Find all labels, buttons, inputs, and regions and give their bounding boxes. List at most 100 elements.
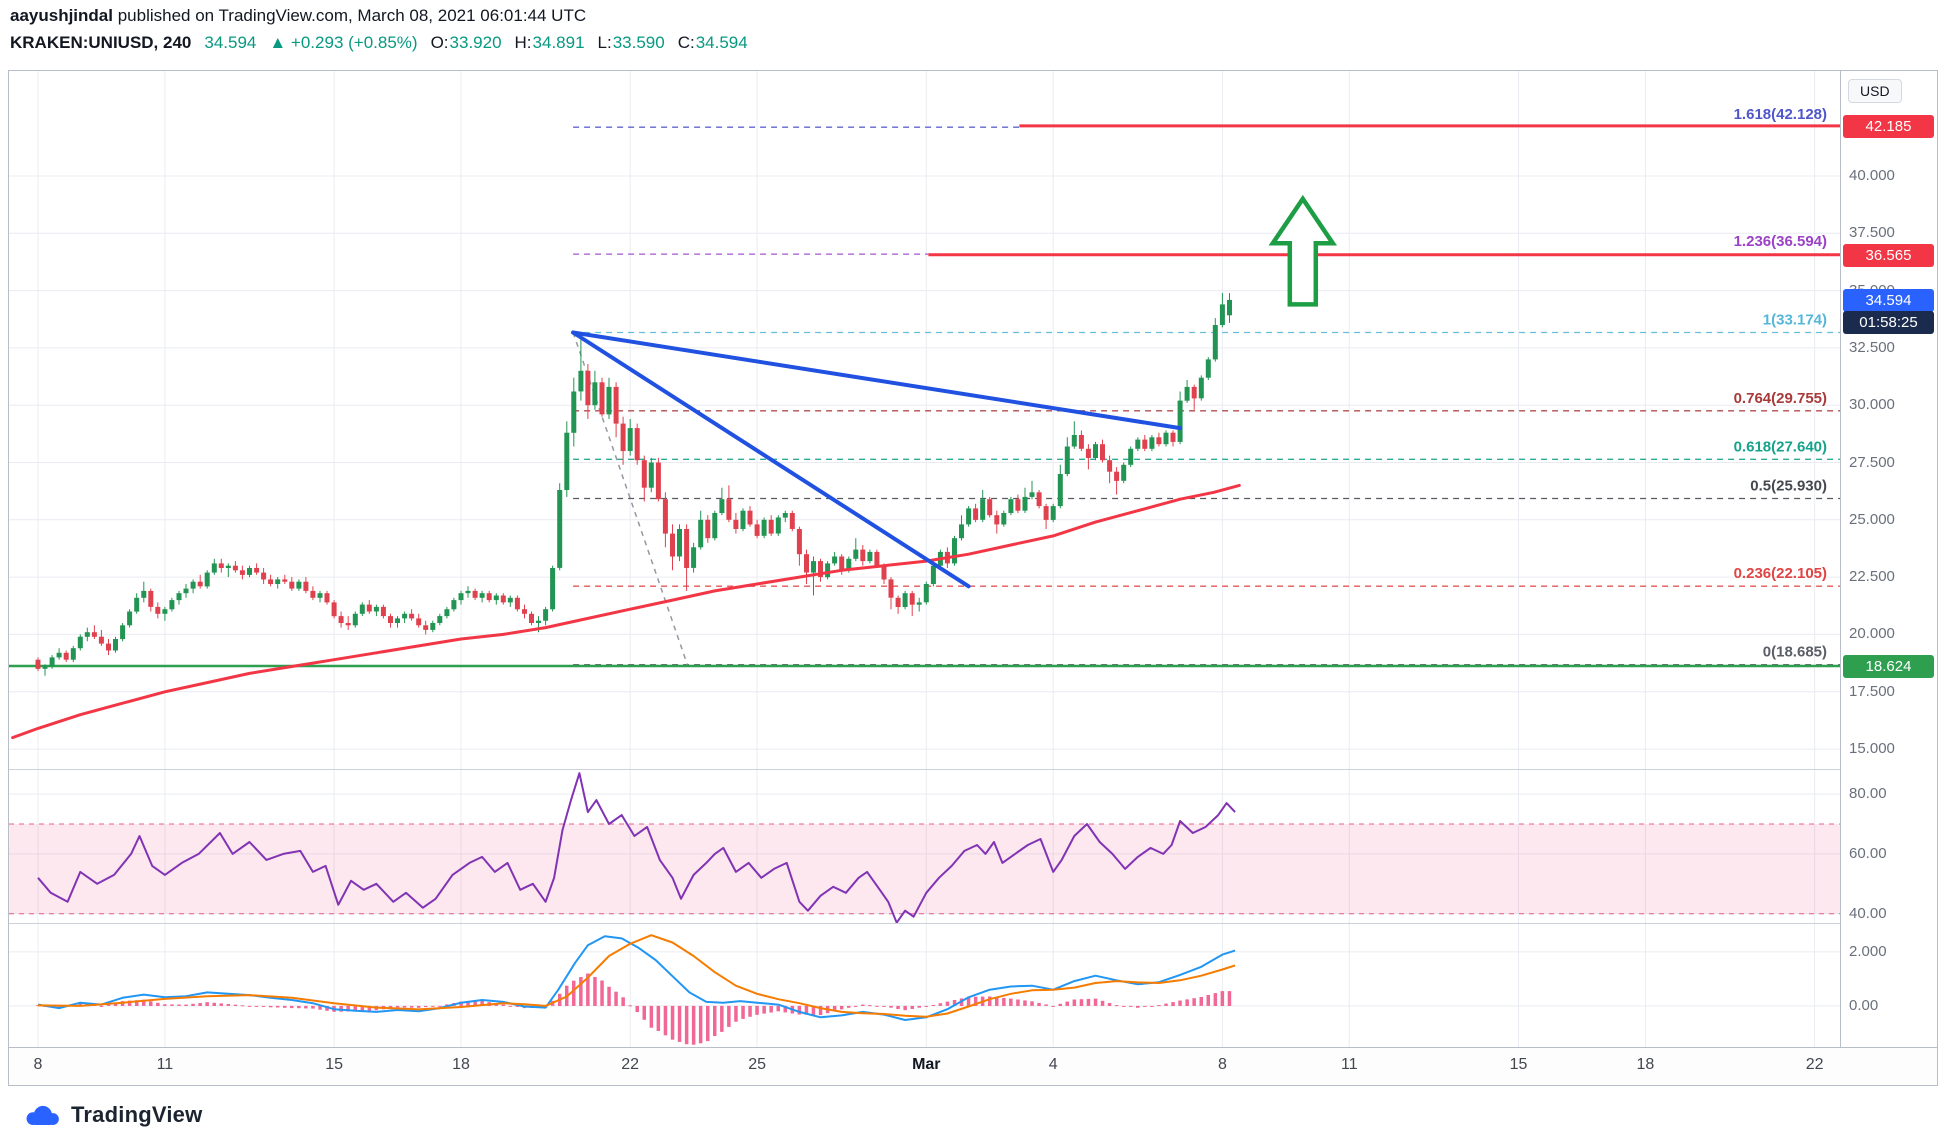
macd-histogram-bar xyxy=(988,996,992,1006)
candle-body xyxy=(1219,304,1225,325)
time-tick-label: 18 xyxy=(452,1056,470,1073)
candle-body xyxy=(106,643,111,651)
rsi-pane[interactable] xyxy=(9,769,1840,923)
macd-histogram-bar xyxy=(889,1005,893,1008)
rsi-line xyxy=(37,772,1236,923)
candle-body xyxy=(860,549,866,562)
macd-pane[interactable] xyxy=(9,923,1840,1047)
candle-body xyxy=(839,556,845,571)
macd-histogram-bar xyxy=(720,1005,724,1032)
macd-histogram-bar xyxy=(839,1005,844,1010)
candle-body xyxy=(1050,506,1056,520)
candle-body xyxy=(162,609,168,614)
candle-body xyxy=(1043,506,1049,520)
candle-body xyxy=(1114,471,1120,481)
candle-body xyxy=(359,604,365,614)
candle-body xyxy=(113,639,118,651)
chart-area[interactable]: 1.618(42.128) 1.236(36.594) 1(33.174) 0.764… xyxy=(8,70,1938,1086)
tradingview-logo[interactable]: TradingView xyxy=(22,1102,202,1128)
candle-body xyxy=(627,428,633,451)
time-tick-label: 8 xyxy=(1217,1056,1227,1073)
fib-level-label: 0.236(22.105) xyxy=(1734,565,1827,582)
macd-histogram-bar xyxy=(973,996,978,1006)
pane-separator[interactable] xyxy=(9,923,1937,924)
time-tick-label: 15 xyxy=(1509,1056,1528,1073)
macd-histogram-bar xyxy=(1093,998,1098,1006)
currency-badge[interactable]: USD xyxy=(1848,79,1902,103)
candle-body xyxy=(1078,435,1084,449)
macd-histogram-bar xyxy=(142,999,146,1006)
macd-histogram-bar xyxy=(811,1005,816,1015)
rsi-tick-label: 40.00 xyxy=(1849,904,1887,922)
candle-body xyxy=(536,620,541,623)
macd-histogram-bar xyxy=(78,1002,82,1006)
macd-histogram-bar xyxy=(1192,998,1196,1006)
candle-body xyxy=(550,568,556,610)
candle-body xyxy=(543,609,549,621)
fib-level-label: 0.764(29.755) xyxy=(1734,390,1827,407)
macd-histogram-bar xyxy=(466,1001,470,1006)
candle-body xyxy=(500,595,506,603)
main-price-pane[interactable]: 1.618(42.128) 1.236(36.594) 1(33.174) 0.764… xyxy=(9,71,1840,769)
candle-body xyxy=(811,561,816,573)
candle-body xyxy=(289,581,295,589)
price-tick-label: 22.500 xyxy=(1849,568,1895,586)
candle-body xyxy=(1198,377,1204,399)
time-scale[interactable]: 8 11 15 18 22 25 Mar 4 8 11 15 18 22 xyxy=(9,1047,1937,1085)
price-tick-label: 30.000 xyxy=(1849,396,1895,414)
time-tick-label: 11 xyxy=(156,1056,174,1073)
time-tick-label: 15 xyxy=(325,1056,343,1073)
low-value: 33.590 xyxy=(612,33,665,52)
candle-body xyxy=(585,370,591,406)
ohlc-close: C:34.594 xyxy=(678,33,748,53)
fib-level-label: 1(33.174) xyxy=(1763,312,1827,329)
macd-histogram-bar xyxy=(205,1002,209,1006)
candle-body xyxy=(479,593,485,598)
macd-histogram-bar xyxy=(579,977,583,1006)
candle-body xyxy=(613,386,619,424)
candle-body xyxy=(296,581,302,589)
price-tick-label: 15.000 xyxy=(1849,740,1895,758)
candle-body xyxy=(1036,492,1042,507)
countdown-label: 01:58:25 xyxy=(1843,310,1934,334)
candle-body xyxy=(522,609,527,614)
candle-body xyxy=(973,508,979,520)
candle-body xyxy=(818,561,823,578)
macd-histogram-bar xyxy=(783,1005,787,1013)
candle-body xyxy=(634,428,640,461)
candle-body xyxy=(402,613,408,619)
macd-histogram-bar xyxy=(261,1005,266,1007)
candle-body xyxy=(578,370,584,392)
pane-separator[interactable] xyxy=(9,769,1937,770)
macd-histogram-bar xyxy=(304,1005,308,1009)
time-tick-label: 4 xyxy=(1048,1056,1058,1073)
macd-histogram-bar xyxy=(240,1005,245,1007)
candle-body xyxy=(1064,446,1070,474)
candle-body xyxy=(1128,448,1134,465)
macd-histogram-bar xyxy=(572,980,576,1006)
macd-histogram-bar xyxy=(106,1004,111,1006)
macd-histogram-bar xyxy=(1100,1000,1105,1006)
candle-body xyxy=(557,490,563,568)
price-tick-label: 37.500 xyxy=(1849,224,1895,242)
macd-signal-line xyxy=(37,934,1236,1018)
macd-histogram-bar xyxy=(1079,999,1084,1006)
candle-body xyxy=(70,648,76,660)
candle-body xyxy=(303,581,309,591)
macd-histogram-bar xyxy=(706,1005,710,1042)
candle-body xyxy=(1142,439,1148,449)
price-tick-label: 25.000 xyxy=(1849,510,1895,528)
macd-histogram-bar xyxy=(1213,993,1218,1006)
candle-body xyxy=(641,460,647,488)
publish-header: aayushjindal published on TradingView.co… xyxy=(10,6,748,53)
macd-histogram-bar xyxy=(868,1005,872,1007)
author-name: aayushjindal xyxy=(10,6,113,25)
candle-body xyxy=(648,462,654,488)
ohlc-open: O:33.920 xyxy=(431,33,502,53)
macd-histogram-bar xyxy=(1086,998,1091,1006)
candle-body xyxy=(1191,386,1197,399)
candle-body xyxy=(846,558,852,571)
candle-body xyxy=(232,565,238,571)
macd-histogram-bar xyxy=(346,1005,350,1012)
price-scale[interactable]: USD40.00037.50035.00032.50030.00027.5002… xyxy=(1840,71,1937,1047)
